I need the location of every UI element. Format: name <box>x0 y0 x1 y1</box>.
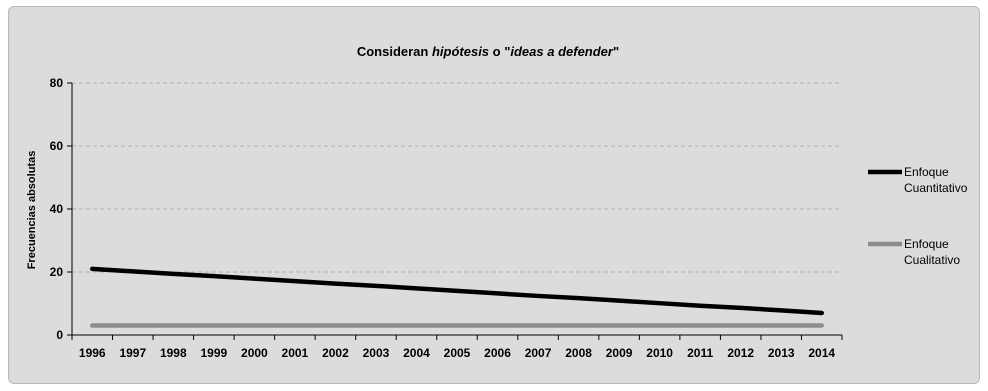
x-tick-label-2011: 2011 <box>687 346 713 360</box>
x-tick-label-2006: 2006 <box>484 346 511 360</box>
title-part-prefix: Consideran <box>357 44 432 59</box>
x-tick-label-2001: 2001 <box>282 346 309 360</box>
x-tick-label-2013: 2013 <box>768 346 795 360</box>
chart-title: Consideran hipótesis o "ideas a defender… <box>357 44 619 59</box>
x-tick-label-2012: 2012 <box>727 346 754 360</box>
y-tick-label-0: 0 <box>56 328 63 342</box>
legend-label-0-line-1: Cuantitativo <box>904 181 968 195</box>
y-tick-label-40: 40 <box>50 202 64 216</box>
legend-label-1: Enfoque Cualitativo <box>904 237 960 267</box>
title-part-italic-hipotesis: hipótesis <box>432 44 489 59</box>
x-tick-label-2007: 2007 <box>525 346 552 360</box>
y-tick-label-60: 60 <box>50 139 64 153</box>
series-line-0 <box>90 266 824 316</box>
title-part-italic-ideas: ideas a defender <box>510 44 614 59</box>
x-tick-label-2000: 2000 <box>241 346 268 360</box>
x-tick-label-2003: 2003 <box>363 346 390 360</box>
x-tick-label-2002: 2002 <box>322 346 349 360</box>
title-part-mid: o " <box>489 44 510 59</box>
x-tick-label-1998: 1998 <box>160 346 187 360</box>
legend-label-1-line-1: Cualitativo <box>904 253 960 267</box>
y-axis-label: Frecuencias absolutas <box>26 151 38 270</box>
x-tick-label-1999: 1999 <box>200 346 227 360</box>
x-tick-label-2005: 2005 <box>444 346 471 360</box>
x-tick-label-1997: 1997 <box>119 346 146 360</box>
x-tick-label-2004: 2004 <box>403 346 430 360</box>
x-tick-label-2014: 2014 <box>808 346 835 360</box>
legend-label-0: Enfoque Cuantitativo <box>904 165 968 195</box>
title-part-suffix: " <box>613 44 619 59</box>
y-tick-label-80: 80 <box>50 76 64 90</box>
y-tick-label-20: 20 <box>50 265 64 279</box>
legend-label-1-line-0: Enfoque <box>904 237 949 251</box>
x-tick-label-2008: 2008 <box>565 346 592 360</box>
chart-frame <box>8 6 980 384</box>
x-tick-label-2010: 2010 <box>646 346 673 360</box>
x-tick-label-1996: 1996 <box>79 346 106 360</box>
x-tick-label-2009: 2009 <box>606 346 633 360</box>
legend-label-0-line-0: Enfoque <box>904 165 949 179</box>
